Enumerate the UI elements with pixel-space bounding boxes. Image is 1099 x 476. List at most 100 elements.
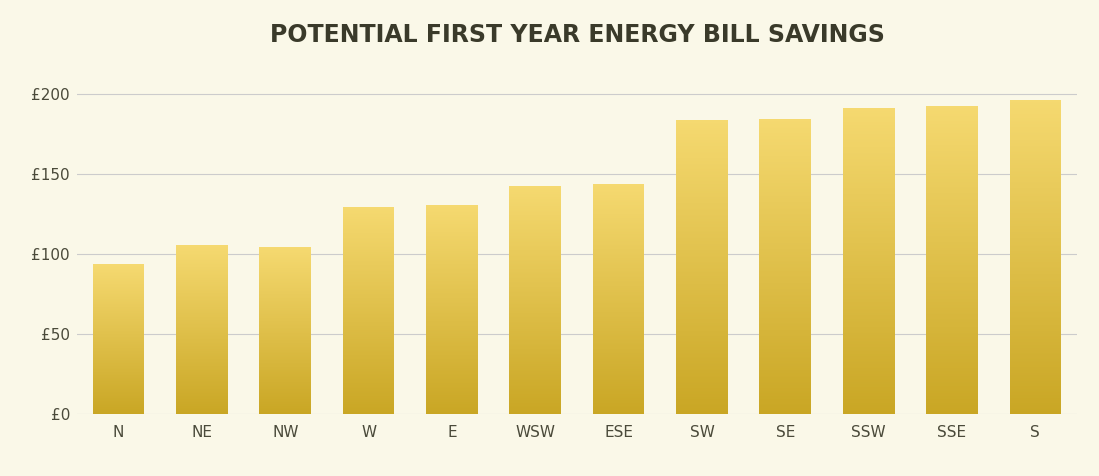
Bar [426,244,478,246]
Bar [1010,170,1062,172]
Bar [1010,140,1062,143]
Bar [676,330,728,332]
Bar [1010,115,1062,118]
Bar [592,208,644,210]
Bar [1010,338,1062,340]
Bar [926,137,978,139]
Bar [843,251,895,254]
Bar [1010,404,1062,407]
Bar [259,343,311,345]
Bar [1010,110,1062,113]
Bar [843,325,895,327]
Bar [1010,289,1062,292]
Bar [92,366,144,367]
Bar [343,318,395,320]
Bar [926,229,978,231]
Bar [510,205,562,207]
Bar [176,350,227,352]
Bar [343,387,395,388]
Bar [843,277,895,279]
Bar [592,404,644,406]
Bar [510,285,562,287]
Bar [176,312,227,313]
Bar [176,409,227,411]
Bar [92,347,144,348]
Bar [759,129,811,131]
Bar [426,248,478,250]
Bar [426,218,478,219]
Bar [426,401,478,403]
Bar [926,349,978,351]
Bar [426,380,478,382]
Bar [759,325,811,327]
Bar [592,399,644,402]
Bar [926,197,978,199]
Bar [259,374,311,376]
Bar [259,404,311,406]
Bar [343,252,395,254]
Bar [1010,412,1062,414]
Bar [843,256,895,258]
Bar [926,306,978,308]
Bar [759,265,811,267]
Bar [176,287,227,288]
Bar [343,332,395,334]
Bar [843,193,895,196]
Bar [426,287,478,288]
Bar [510,324,562,326]
Bar [1010,324,1062,326]
Bar [592,280,644,282]
Bar [510,266,562,268]
Bar [843,146,895,148]
Bar [759,281,811,283]
Bar [676,295,728,297]
Bar [176,351,227,353]
Bar [759,405,811,407]
Bar [926,292,978,294]
Bar [343,286,395,288]
Bar [592,359,644,361]
Bar [426,323,478,325]
Bar [676,126,728,129]
Bar [259,298,311,300]
Bar [592,199,644,201]
Bar [176,278,227,279]
Bar [343,343,395,345]
Bar [510,240,562,242]
Bar [592,200,644,202]
Bar [1010,307,1062,309]
Bar [343,372,395,374]
Bar [1010,344,1062,347]
Bar [1010,343,1062,345]
Bar [676,403,728,406]
Bar [343,285,395,287]
Bar [426,304,478,306]
Bar [926,109,978,111]
Bar [926,186,978,188]
Bar [676,175,728,177]
Bar [843,366,895,368]
Bar [759,138,811,140]
Bar [843,129,895,131]
Bar [510,410,562,412]
Bar [92,343,144,344]
Bar [843,390,895,393]
Bar [592,299,644,301]
Bar [592,239,644,241]
Bar [426,363,478,365]
Bar [926,161,978,164]
Bar [926,179,978,182]
Bar [676,365,728,367]
Bar [510,217,562,218]
Bar [759,287,811,289]
Bar [592,337,644,338]
Bar [510,302,562,304]
Bar [259,353,311,354]
Bar [1010,355,1062,357]
Bar [510,233,562,235]
Bar [1010,186,1062,188]
Bar [1010,317,1062,320]
Bar [343,385,395,386]
Bar [1010,248,1062,251]
Bar [259,328,311,330]
